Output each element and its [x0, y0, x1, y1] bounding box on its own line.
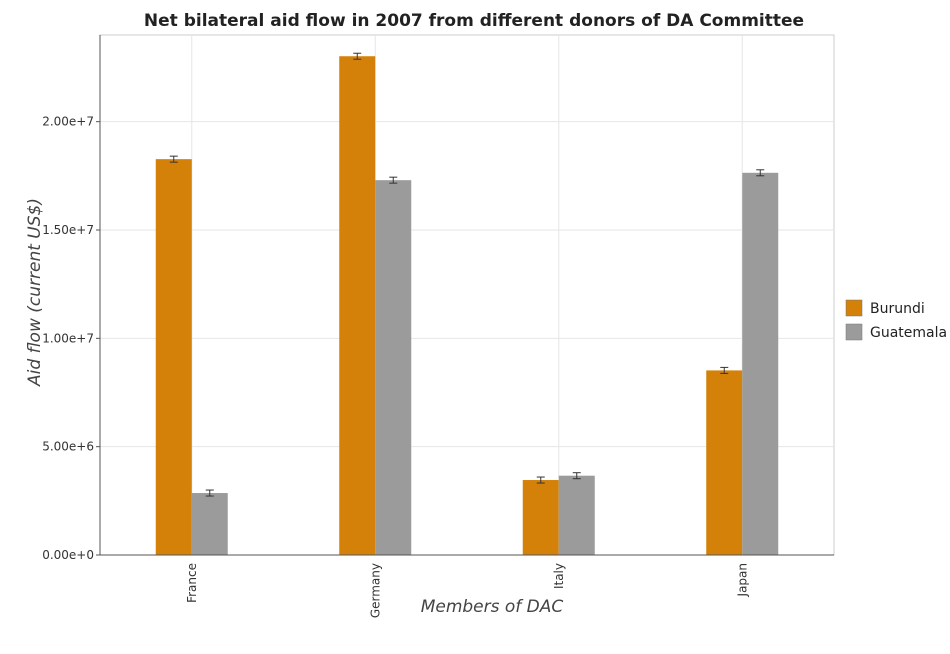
y-tick-label: 1.50e+7: [42, 223, 94, 237]
bar-guatemala-france: [191, 493, 228, 555]
bar-burundi-japan: [706, 370, 743, 555]
y-tick-label: 5.00e+6: [42, 440, 94, 454]
bar-guatemala-japan: [742, 172, 779, 556]
y-tick-label: 1.00e+7: [42, 331, 94, 345]
legend: Burundi Guatemala: [845, 299, 947, 341]
x-tick-label-japan: Japan: [735, 563, 749, 597]
x-axis-label: Members of DAC: [421, 597, 564, 617]
x-tick-label-italy: Italy: [552, 563, 566, 589]
y-axis-label: Aid flow (current US$): [25, 198, 45, 387]
ticks: 0.00e+0 5.00e+6 1.00e+7 1.50e+7 2.00e+7 Franc…: [42, 35, 834, 618]
legend-swatch-guatemala: [845, 323, 863, 341]
bar-burundi-germany: [339, 56, 376, 555]
legend-label-guatemala: Guatemala: [870, 325, 947, 341]
x-tick-label-germany: Germany: [368, 563, 382, 618]
bar-burundi-france: [155, 159, 192, 555]
bars: [155, 52, 779, 556]
legend-label-burundi: Burundi: [870, 301, 925, 317]
bar-burundi-italy: [522, 480, 559, 555]
chart-title: Net bilateral aid flow in 2007 from diff…: [144, 11, 804, 31]
y-tick-label: 0.00e+0: [42, 548, 94, 562]
bar-guatemala-germany: [375, 180, 412, 555]
y-tick-label: 2.00e+7: [42, 115, 94, 129]
bar-guatemala-italy: [558, 475, 595, 555]
x-tick-label-france: France: [185, 563, 199, 603]
legend-swatch-burundi: [845, 299, 863, 317]
